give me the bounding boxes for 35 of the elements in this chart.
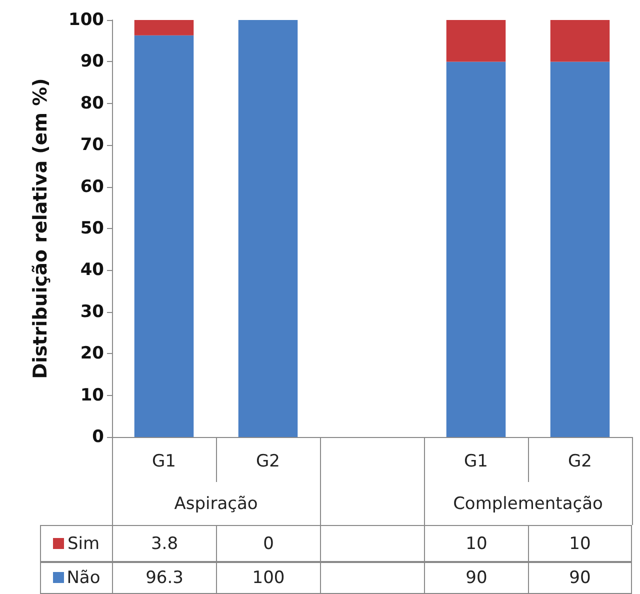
- x-tick-label: G2: [568, 452, 592, 472]
- bar: [446, 20, 506, 62]
- bar: [238, 20, 298, 437]
- x-tick-label: G1: [152, 452, 176, 472]
- y-tick-label: 80: [80, 93, 104, 114]
- y-axis-title: Distribuição relativa (em %): [30, 78, 52, 379]
- x-tick-label: G2: [256, 452, 280, 472]
- data-label: 90: [424, 562, 528, 594]
- text: Aspiração: [173, 492, 259, 516]
- x-tick-label: G1: [464, 452, 488, 472]
- y-tick-label: 30: [80, 302, 104, 322]
- text: Complementação: [452, 492, 604, 516]
- legend-label: Sim: [66, 534, 100, 554]
- bar: [550, 62, 610, 437]
- bar: [134, 20, 194, 36]
- data-label: 3.8: [112, 525, 216, 562]
- legend-label: Não: [66, 568, 100, 588]
- y-tick-label: 60: [80, 176, 104, 197]
- data-label: 10: [528, 525, 632, 562]
- y-tick-label: 70: [80, 135, 104, 156]
- y-tick-label: 100: [68, 10, 104, 30]
- y-tick-label: 90: [80, 52, 104, 72]
- y-tick-label: 50: [80, 218, 104, 238]
- y-tick-label: 10: [80, 385, 104, 406]
- y-tick-label: 40: [80, 260, 104, 280]
- bar: [134, 35, 194, 437]
- y-tick-label: 20: [80, 344, 104, 364]
- data-label: 100: [216, 562, 320, 594]
- bar: [446, 62, 506, 437]
- data-label: 0: [216, 525, 320, 562]
- y-tick-label: 0: [92, 427, 104, 447]
- data-label: 10: [424, 525, 528, 562]
- data-label: 90: [528, 562, 632, 594]
- bar: [550, 20, 610, 62]
- data-label: 96.3: [112, 562, 216, 594]
